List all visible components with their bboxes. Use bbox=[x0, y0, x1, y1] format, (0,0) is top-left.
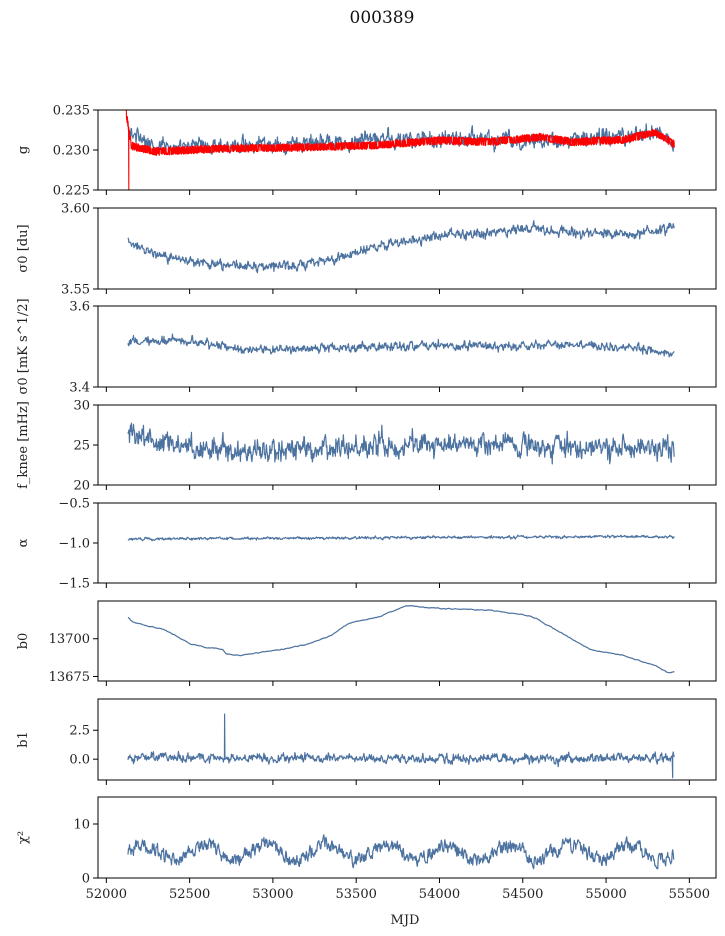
axes-frame-alpha bbox=[97, 502, 717, 584]
axes-frame-b1 bbox=[97, 698, 717, 781]
ytick-label-fknee-1: 25 bbox=[73, 439, 90, 454]
ylabel-alpha: α bbox=[16, 538, 31, 547]
series-b0-0 bbox=[127, 605, 675, 674]
xtick-label-5: 54500 bbox=[502, 887, 543, 902]
ytick-label-g-0: 0.225 bbox=[53, 184, 90, 199]
ylabel-g: g bbox=[16, 146, 31, 154]
xtick-label-6: 55000 bbox=[585, 887, 626, 902]
ytick-label-sigma0_du-0: 3.55 bbox=[61, 283, 90, 298]
series-chi2-0 bbox=[127, 834, 675, 870]
figure-title: 000389 bbox=[350, 8, 415, 28]
ylabel-sigma0_du: σ0 [du] bbox=[16, 224, 31, 272]
ytick-label-sigma0_du-1: 3.60 bbox=[61, 202, 90, 217]
panel-b0: 13675 13700 b0 bbox=[16, 600, 717, 686]
panel-fknee: 20 25 30 f_knee [mHz] bbox=[16, 399, 717, 494]
ylabel-fknee: f_knee [mHz] bbox=[16, 401, 31, 489]
xtick-label-3: 53500 bbox=[336, 887, 377, 902]
ytick-label-b1-1: 2.5 bbox=[69, 724, 90, 739]
ytick-label-b0-1: 13700 bbox=[49, 632, 90, 647]
series-sigma0_du-0 bbox=[127, 220, 675, 274]
panel-chi2: 0 10 χ² bbox=[16, 796, 717, 887]
panels: 0.225 0.230 0.235 g 3.55 3.60 σ0 [du] 3.4 3.6 σ0 … bbox=[16, 104, 717, 902]
series-fknee-0 bbox=[127, 422, 675, 465]
xtick-label-1: 52500 bbox=[169, 887, 210, 902]
ytick-label-b0-0: 13675 bbox=[49, 670, 90, 685]
axes-frame-sigma0_du bbox=[97, 207, 717, 290]
ylabel-b0: b0 bbox=[16, 633, 31, 650]
ytick-label-g-2: 0.235 bbox=[53, 104, 90, 119]
ytick-label-b1-0: 0.0 bbox=[69, 753, 90, 768]
ytick-label-sigma0_mk-0: 3.4 bbox=[69, 381, 90, 396]
ytick-label-chi2-1: 10 bbox=[73, 818, 90, 833]
axes-frame-b0 bbox=[97, 600, 717, 682]
series-alpha-0 bbox=[127, 534, 675, 542]
panel-alpha: −1.5 −1.0 −0.5 α bbox=[16, 497, 717, 592]
x-axis-label: MJD bbox=[391, 913, 420, 928]
ylabel-sigma0_mk: σ0 [mK s^1/2] bbox=[16, 298, 31, 394]
xtick-label-2: 53000 bbox=[252, 887, 293, 902]
ytick-label-g-1: 0.230 bbox=[53, 144, 90, 159]
ylabel-chi2: χ² bbox=[16, 831, 31, 844]
ytick-label-alpha-2: −0.5 bbox=[58, 497, 90, 512]
panel-g: 0.225 0.230 0.235 g bbox=[16, 104, 717, 199]
axes-frame-sigma0_mk bbox=[97, 305, 717, 388]
xtick-label-4: 54000 bbox=[419, 887, 460, 902]
ytick-label-chi2-0: 0 bbox=[82, 872, 90, 887]
xtick-label-7: 55500 bbox=[669, 887, 710, 902]
ytick-label-alpha-1: −1.0 bbox=[58, 537, 90, 552]
series-g-1 bbox=[125, 110, 675, 190]
ylabel-b1: b1 bbox=[16, 731, 31, 748]
series-b1-0 bbox=[127, 713, 675, 779]
xtick-label-0: 52000 bbox=[86, 887, 127, 902]
ytick-label-alpha-0: −1.5 bbox=[58, 577, 90, 592]
panel-sigma0_mk: 3.4 3.6 σ0 [mK s^1/2] bbox=[16, 298, 717, 396]
series-sigma0_mk-0 bbox=[127, 333, 675, 358]
panel-b1: 0.0 2.5 b1 bbox=[16, 698, 717, 785]
ytick-label-sigma0_mk-1: 3.6 bbox=[69, 300, 90, 315]
ytick-label-fknee-0: 20 bbox=[73, 479, 90, 494]
ytick-label-fknee-2: 30 bbox=[73, 399, 90, 414]
panel-sigma0_du: 3.55 3.60 σ0 [du] bbox=[16, 202, 717, 298]
axes-frame-chi2 bbox=[97, 796, 717, 879]
